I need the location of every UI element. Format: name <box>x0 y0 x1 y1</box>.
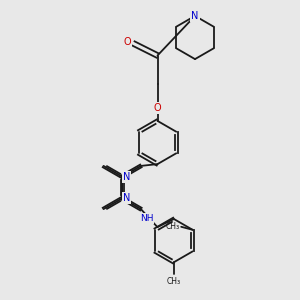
Text: CH₃: CH₃ <box>166 222 180 231</box>
Text: O: O <box>154 103 161 113</box>
Text: CH₃: CH₃ <box>167 277 181 286</box>
Text: NH: NH <box>140 214 154 223</box>
Text: N: N <box>123 172 130 182</box>
Text: N: N <box>123 193 130 203</box>
Text: N: N <box>191 11 199 21</box>
Text: O: O <box>123 37 131 47</box>
